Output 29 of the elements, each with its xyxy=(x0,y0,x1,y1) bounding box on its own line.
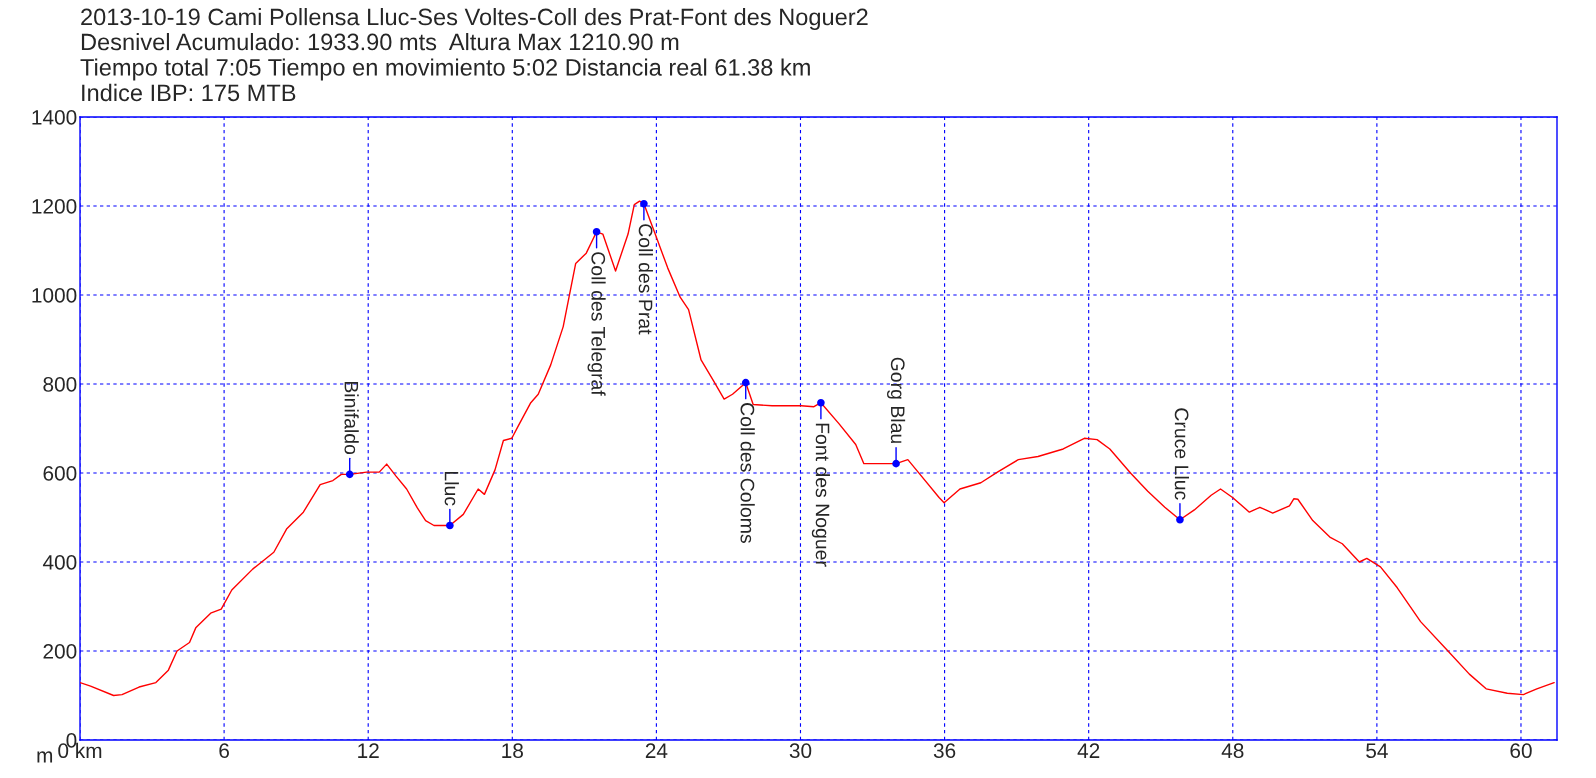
x-tick-label: 18 xyxy=(502,743,523,759)
y-tick-label: 600 xyxy=(43,466,77,481)
x-tick-label: 12 xyxy=(358,743,379,758)
y-axis-title: m xyxy=(37,751,53,763)
annotation: Binifaldo xyxy=(344,381,359,455)
line-series xyxy=(80,200,1555,697)
annotation: Coll des Telegraf xyxy=(587,252,606,396)
y-tick-label: 1400 xyxy=(32,110,77,125)
annotation: Cruce Lluc xyxy=(1174,408,1190,500)
annotation: Lluc xyxy=(444,471,459,506)
x-tick-label: 36 xyxy=(933,743,956,759)
annotation: Coll des Prat xyxy=(638,224,653,335)
x-tick-label: 48 xyxy=(1221,743,1244,759)
x-tick-label: 24 xyxy=(645,743,668,758)
x-tick-label: 42 xyxy=(1077,743,1100,758)
annotation: Gorg Blau xyxy=(887,357,906,443)
chart-subtitle: Desnivel Acumulado: 1933.90 mts Altura Max 1210.90 m Tiempo total 7:05 Tiempo en movimiento 5:02 Distancia real 61.38 km Indice IBP: 175 MTB xyxy=(80,33,810,102)
y-tick-label: 200 xyxy=(43,644,77,659)
x-tick-label: 54 xyxy=(1366,743,1388,759)
y-tick-label: 800 xyxy=(43,377,77,392)
annotation: Font des Noguer xyxy=(811,423,830,567)
annotation: Coll des Coloms xyxy=(740,403,755,543)
chart-title: 2013-10-19 Cami Pollensa Lluc-Ses Voltes-Coll des Prat-Font des Noguer2 xyxy=(81,8,868,31)
x-tick-label: 6 xyxy=(219,743,229,759)
y-tick-label: 400 xyxy=(42,555,77,570)
y-tick-label: 1000 xyxy=(32,288,77,303)
y-tick-label: 1200 xyxy=(32,199,77,214)
x-tick-label: 60 xyxy=(1510,743,1532,759)
x-tick-label: 30 xyxy=(789,743,812,759)
